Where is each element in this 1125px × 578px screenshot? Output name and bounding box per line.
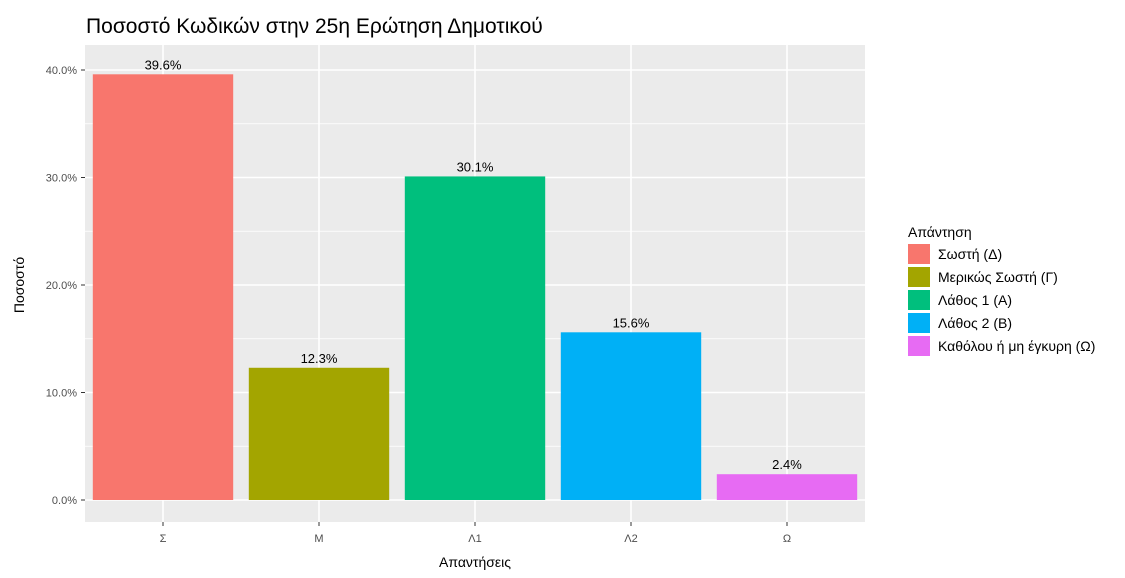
legend-items: Σωστή (Δ) Μερικώς Σωστή (Γ) Λάθος 1 (Α) Λάθ… — [908, 244, 1095, 356]
legend-entry: Σωστή (Δ) — [938, 246, 1002, 262]
legend-swatch — [908, 290, 930, 310]
x-tick-label: Μ — [314, 533, 323, 545]
legend-entry: Λάθος 2 (Β) — [938, 315, 1012, 331]
bar-value-labels: 39.6% 12.3% 30.1% 15.6% 2.4% — [145, 57, 803, 472]
bar-Μ — [248, 367, 390, 500]
legend-swatch — [908, 267, 930, 287]
chart-title: Ποσοστό Κωδικών στην 25η Ερώτηση Δημοτικ… — [86, 15, 543, 38]
legend-entry: Λάθος 1 (Α) — [938, 292, 1012, 308]
legend-swatch — [908, 336, 930, 356]
bar-Ω — [716, 474, 858, 500]
x-tick-label: Λ1 — [468, 533, 481, 545]
y-tick-label: 0.0% — [52, 495, 77, 507]
legend: Απάντηση Σωστή (Δ) Μερικώς Σωστή (Γ) Λάθος… — [908, 224, 1095, 356]
x-tick-label: Ω — [783, 533, 791, 545]
y-tick-label: 20.0% — [46, 280, 77, 292]
bar-Λ1 — [404, 176, 546, 501]
x-tick-label: Λ2 — [624, 533, 637, 545]
legend-entry: Μερικώς Σωστή (Γ) — [938, 269, 1058, 285]
bar-Λ2 — [560, 332, 702, 500]
x-axis-label: Απαντήσεις — [439, 554, 511, 570]
legend-swatch — [908, 244, 930, 264]
y-tick-label: 10.0% — [46, 388, 77, 400]
y-axis: 0.0% 10.0% 20.0% 30.0% 40.0% — [46, 65, 85, 507]
bar-value-label: 39.6% — [145, 57, 182, 72]
x-axis: Σ Μ Λ1 Λ2 Ω — [160, 522, 791, 545]
bar-Σ — [92, 74, 234, 501]
bars — [92, 74, 858, 501]
y-tick-label: 40.0% — [46, 65, 77, 77]
legend-swatch — [908, 313, 930, 333]
bar-value-label: 30.1% — [457, 159, 494, 174]
y-tick-label: 30.0% — [46, 173, 77, 185]
x-tick-label: Σ — [160, 533, 167, 545]
bar-value-label: 2.4% — [772, 457, 802, 472]
bar-value-label: 12.3% — [301, 351, 338, 366]
legend-title: Απάντηση — [908, 224, 972, 240]
y-axis-label: Ποσοστό — [11, 257, 27, 313]
bar-value-label: 15.6% — [613, 315, 650, 330]
legend-entry: Καθόλου ή μη έγκυρη (Ω) — [938, 338, 1095, 354]
